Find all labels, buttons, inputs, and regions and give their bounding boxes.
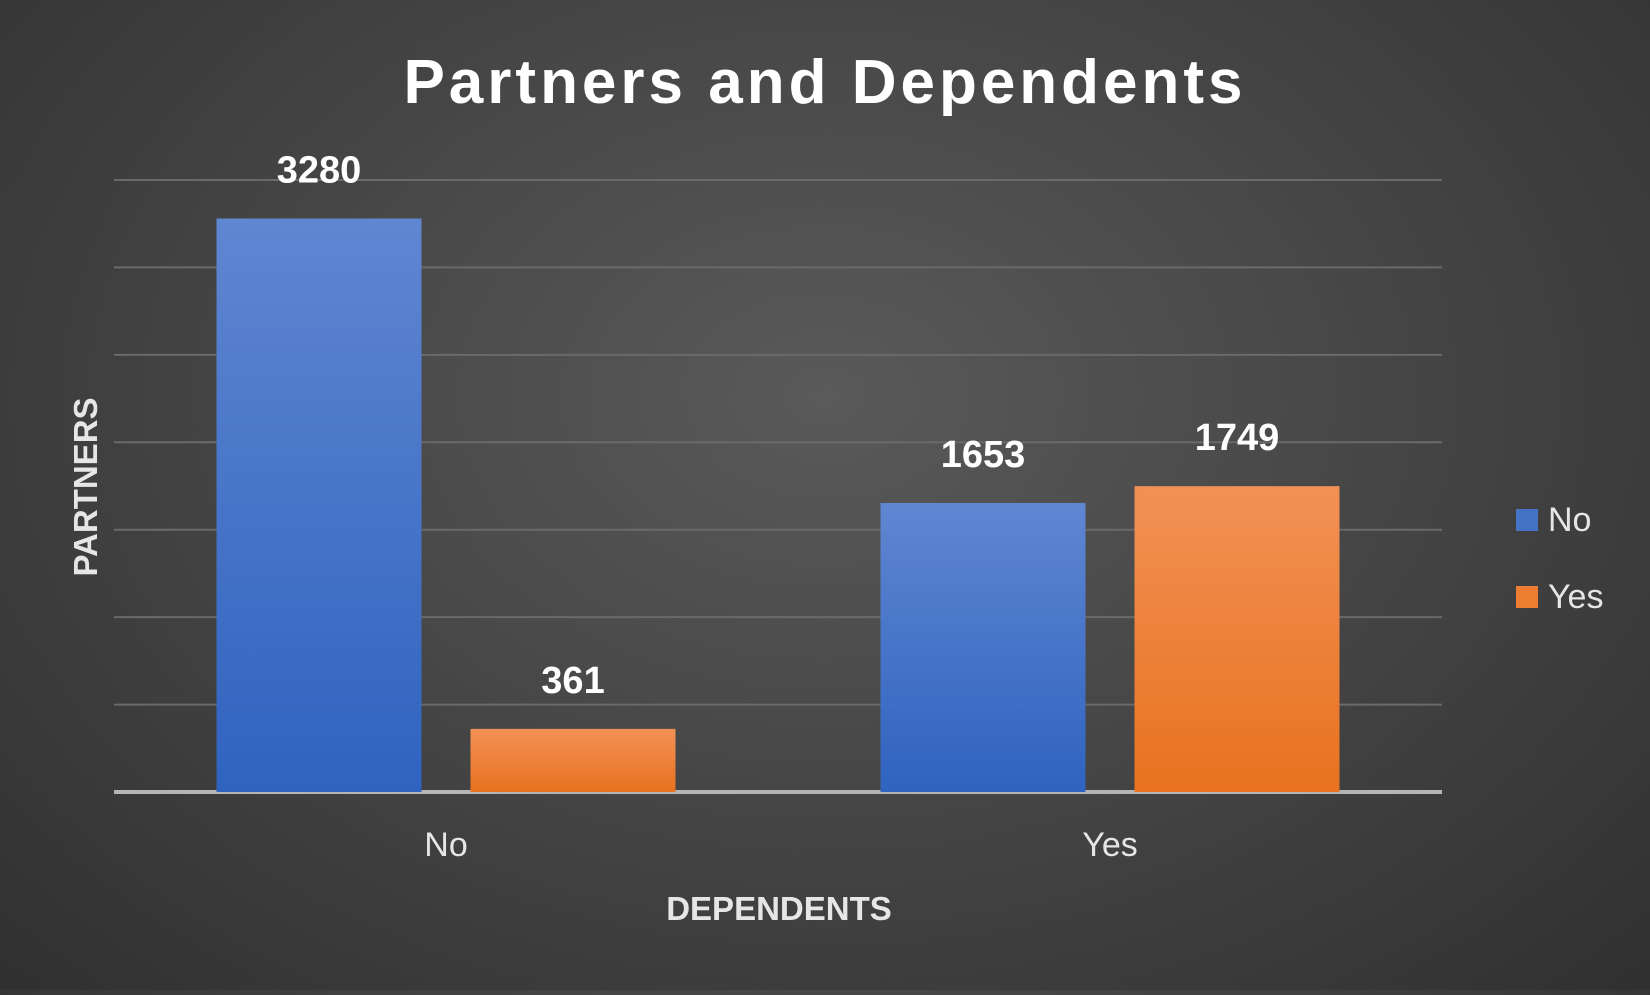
y-axis-label: PARTNERS (67, 397, 104, 576)
bar-no-yes (470, 728, 676, 792)
legend: No Yes (1516, 501, 1603, 616)
bars (216, 218, 1340, 792)
x-tick-label: Yes (1082, 826, 1137, 864)
legend-label-yes: Yes (1548, 578, 1603, 616)
x-tick-labels: No Yes (424, 826, 1137, 864)
data-label-yes-yes: 1749 (1195, 417, 1280, 459)
legend-item-yes: Yes (1516, 578, 1603, 616)
legend-label-no: No (1548, 501, 1591, 539)
bar-yes-yes (1134, 486, 1340, 792)
legend-swatch-yes (1516, 586, 1538, 608)
x-axis-label: DEPENDENTS (666, 890, 892, 927)
data-label-no-no: 3280 (277, 149, 362, 191)
legend-item-no: No (1516, 501, 1591, 539)
data-label-yes-no: 1653 (941, 434, 1026, 476)
legend-swatch-no (1516, 509, 1538, 531)
chart-title: Partners and Dependents (403, 48, 1246, 117)
data-label-no-yes: 361 (541, 660, 604, 702)
data-labels: 3280 361 1653 1749 (277, 149, 1280, 701)
x-tick-label: No (424, 826, 467, 864)
bar-no-no (216, 218, 422, 792)
bar-yes-no (880, 502, 1086, 792)
